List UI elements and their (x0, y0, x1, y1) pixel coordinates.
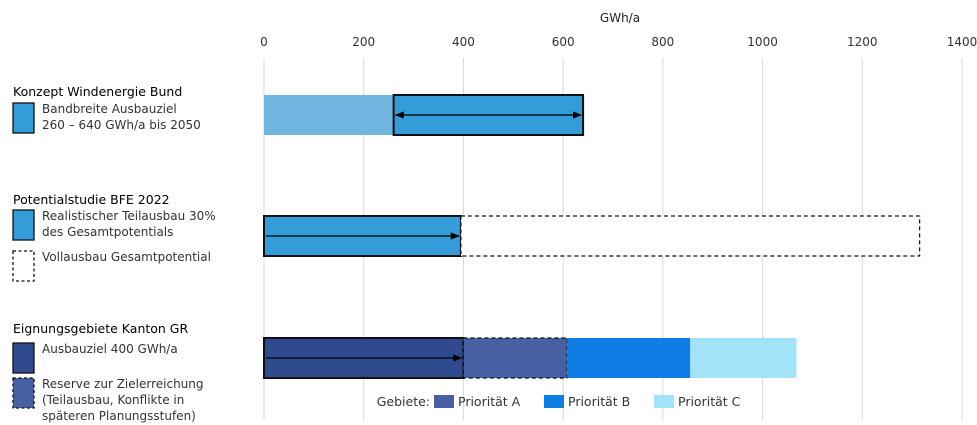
legend-swatch (12, 102, 35, 134)
gebiete-swatch (654, 395, 674, 408)
legend-text: Reserve zur Zielerreichung (42, 377, 204, 391)
x-tick-label: 0 (260, 35, 268, 49)
x-tick-label: 1000 (747, 35, 778, 49)
bars (263, 94, 921, 379)
x-tick-label: 1400 (947, 35, 977, 49)
x-tick-labels: 0 200 400 600 800 1000 1200 1400 (260, 35, 977, 49)
legend-text: 260 – 640 GWh/a bis 2050 (42, 118, 201, 132)
gebiete-legend: Gebiete: Priorität A Priorität B Priorität … (377, 394, 741, 409)
bar-segment (264, 95, 394, 135)
legend-text: des Gesamtpotentials (42, 225, 173, 239)
gebiete-swatch (434, 395, 454, 408)
group-title: Eignungsgebiete Kanton GR (13, 321, 188, 336)
gebiete-swatch (544, 395, 564, 408)
x-tick-label: 600 (552, 35, 575, 49)
gebiete-item-label: Priorität C (678, 394, 741, 409)
legend-text: späteren Planungsstufen) (42, 409, 196, 423)
legend-swatch (12, 377, 35, 409)
bar-segment (462, 337, 568, 379)
bar-segment (690, 338, 797, 378)
bar-segment (460, 215, 921, 257)
gebiete-label: Gebiete: (377, 394, 430, 409)
legend-text: Realistischer Teilausbau 30% (42, 209, 216, 223)
x-tick-label: 1200 (847, 35, 878, 49)
group-title: Konzept Windenergie Bund (13, 84, 182, 99)
legend-text: (Teilausbau, Konflikte in (42, 393, 184, 407)
group-title: Potentialstudie BFE 2022 (13, 192, 170, 207)
x-tick-label: 400 (452, 35, 475, 49)
gebiete-item-label: Priorität B (568, 394, 630, 409)
legend-swatch (12, 209, 35, 241)
legend-text: Ausbauziel 400 GWh/a (42, 342, 178, 356)
x-axis-label: GWh/a (600, 11, 640, 25)
legend-text: Vollausbau Gesamtpotential (42, 250, 211, 264)
x-tick-label: 200 (352, 35, 375, 49)
group-legends: Konzept Windenergie Bund Bandbreite Ausba… (12, 84, 216, 423)
gebiete-item-label: Priorität A (458, 394, 521, 409)
bar-segment (567, 338, 691, 378)
x-tick-label: 800 (651, 35, 674, 49)
legend-swatch (12, 250, 35, 282)
legend-text: Bandbreite Ausbauziel (42, 102, 177, 116)
legend-swatch (12, 342, 35, 374)
